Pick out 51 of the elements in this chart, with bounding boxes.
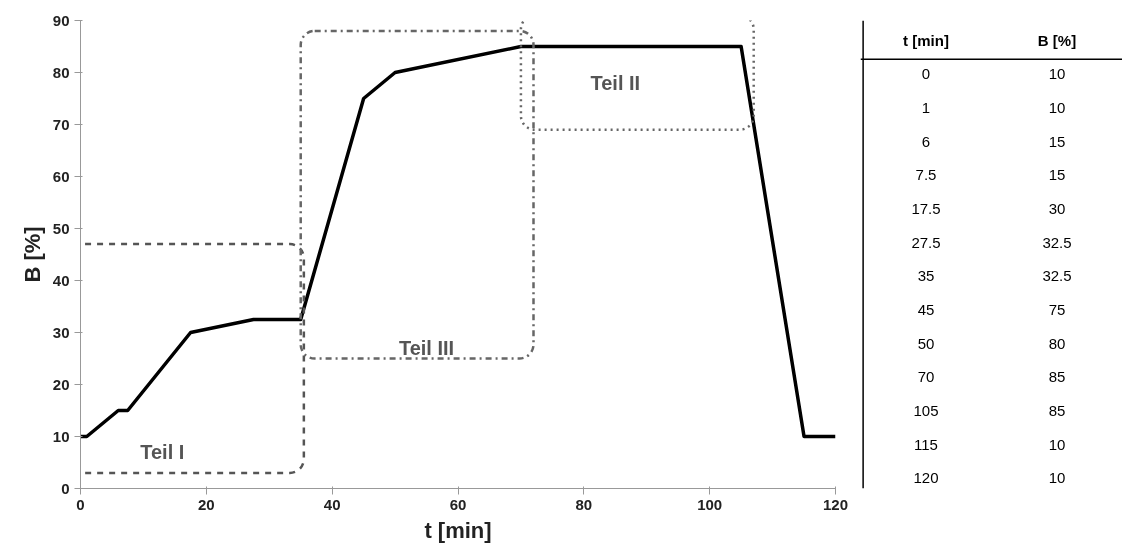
line-series	[80, 44, 836, 439]
y-tick-label: 20	[52, 375, 70, 393]
y-tick-label: 0	[61, 479, 70, 497]
text: 80	[1048, 334, 1066, 352]
text: 115	[914, 435, 938, 453]
annotation: Teil II	[590, 71, 641, 94]
text: 27.5	[911, 233, 941, 251]
text: 85	[1048, 368, 1066, 386]
x-tick-label: 20	[197, 495, 215, 513]
x-tick-label: 80	[575, 495, 593, 513]
y-tick-label: 30	[52, 323, 70, 341]
y-tick-label: 70	[52, 115, 70, 133]
text: 7.5	[915, 166, 937, 184]
text: 6	[921, 132, 931, 150]
x-tick-label: 100	[697, 495, 723, 513]
x-tick-label: 0	[76, 495, 85, 513]
y-axis-title: B [%]	[19, 226, 45, 283]
y-tick-label: 50	[52, 219, 70, 237]
text: 17.5	[911, 200, 941, 218]
text: 32.5	[1042, 233, 1072, 251]
text: 15	[1048, 166, 1066, 184]
text: t [min]	[903, 32, 949, 50]
text: 10	[1048, 99, 1066, 117]
x-axis-title: t [min]	[424, 517, 492, 543]
y-tick-label: 60	[52, 167, 70, 185]
text: 10	[1048, 435, 1066, 453]
text: 0	[921, 65, 931, 83]
annotation: Teil III	[398, 337, 455, 360]
text: 15	[1048, 132, 1066, 150]
y-tick-label: 10	[52, 427, 70, 445]
text: 10	[1048, 469, 1066, 487]
y-tick-label: 90	[52, 11, 70, 29]
text: 50	[917, 334, 935, 352]
text: B [%]	[1037, 32, 1077, 50]
text: 30	[1048, 200, 1066, 218]
text: 35	[917, 267, 935, 285]
text: 45	[917, 301, 935, 319]
text: 32.5	[1042, 267, 1072, 285]
y-tick-label: 40	[52, 271, 70, 289]
text: 120	[913, 469, 939, 487]
text: 1	[921, 99, 931, 117]
text: 70	[917, 368, 935, 386]
x-tick-label: 120	[822, 495, 849, 513]
x-tick-label: 40	[323, 495, 341, 513]
x-tick-label: 60	[449, 495, 467, 513]
text: 75	[1048, 301, 1066, 319]
annotation: Teil I	[140, 441, 185, 464]
text: 85	[1048, 402, 1066, 420]
text: 105	[913, 402, 939, 420]
y-tick-label: 80	[52, 63, 70, 81]
text: 10	[1048, 65, 1066, 83]
